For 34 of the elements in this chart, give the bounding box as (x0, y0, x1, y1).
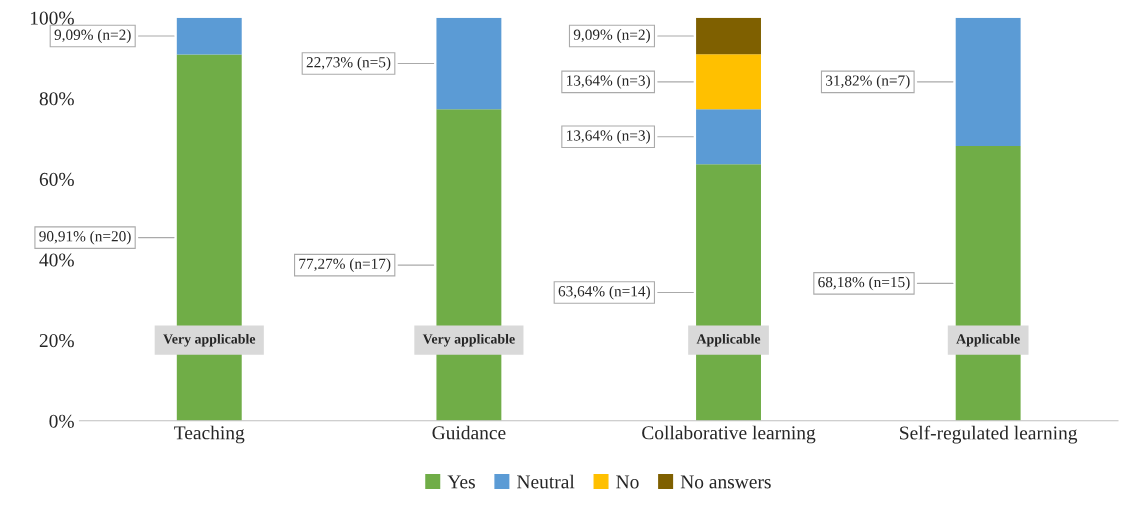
x-tick-label: Collaborative learning (642, 425, 816, 444)
y-tick-label: 100% (30, 11, 74, 25)
y-tick-label: 0% (49, 414, 74, 428)
legend-label: No answers (680, 475, 771, 489)
bar (696, 109, 761, 165)
bar (696, 17, 761, 55)
data-label: 22,73% (n=5) (306, 56, 391, 71)
y-tick-label: 60% (39, 172, 74, 186)
data-label: 9,09% (n=2) (54, 29, 131, 43)
data-label: 13,64% (n=3) (567, 74, 650, 89)
x-tick-label: Teaching (174, 425, 245, 444)
legend-label: Yes (447, 475, 475, 489)
annotation: Applicable (956, 333, 1020, 347)
bar (955, 17, 1021, 146)
annotation: Very applicable (422, 333, 515, 347)
data-label: 68,18% (n=15) (818, 276, 910, 291)
data-label: 13,64% (n=3) (567, 129, 650, 144)
annotation: Applicable (696, 333, 761, 347)
legend-label: No (616, 475, 639, 489)
x-tick-label: Guidance (432, 425, 506, 440)
y-tick-label: 80% (39, 92, 74, 106)
data-label: 9,09% (n=2) (573, 29, 650, 43)
data-label: 63,64% (n=14) (558, 285, 650, 300)
data-label: 31,82% (n=7) (826, 74, 910, 89)
y-tick-label: 40% (39, 253, 74, 267)
x-tick-label: Self-regulated learning (900, 425, 1078, 444)
bar (696, 54, 761, 110)
bar (176, 17, 242, 55)
data-label: 90,91% (n=20) (39, 230, 131, 245)
bar (436, 17, 502, 110)
y-tick-label: 20% (39, 334, 74, 348)
legend-label: Neutral (517, 474, 575, 489)
data-label: 77,27% (n=17) (299, 258, 391, 273)
annotation: Very applicable (163, 333, 256, 347)
